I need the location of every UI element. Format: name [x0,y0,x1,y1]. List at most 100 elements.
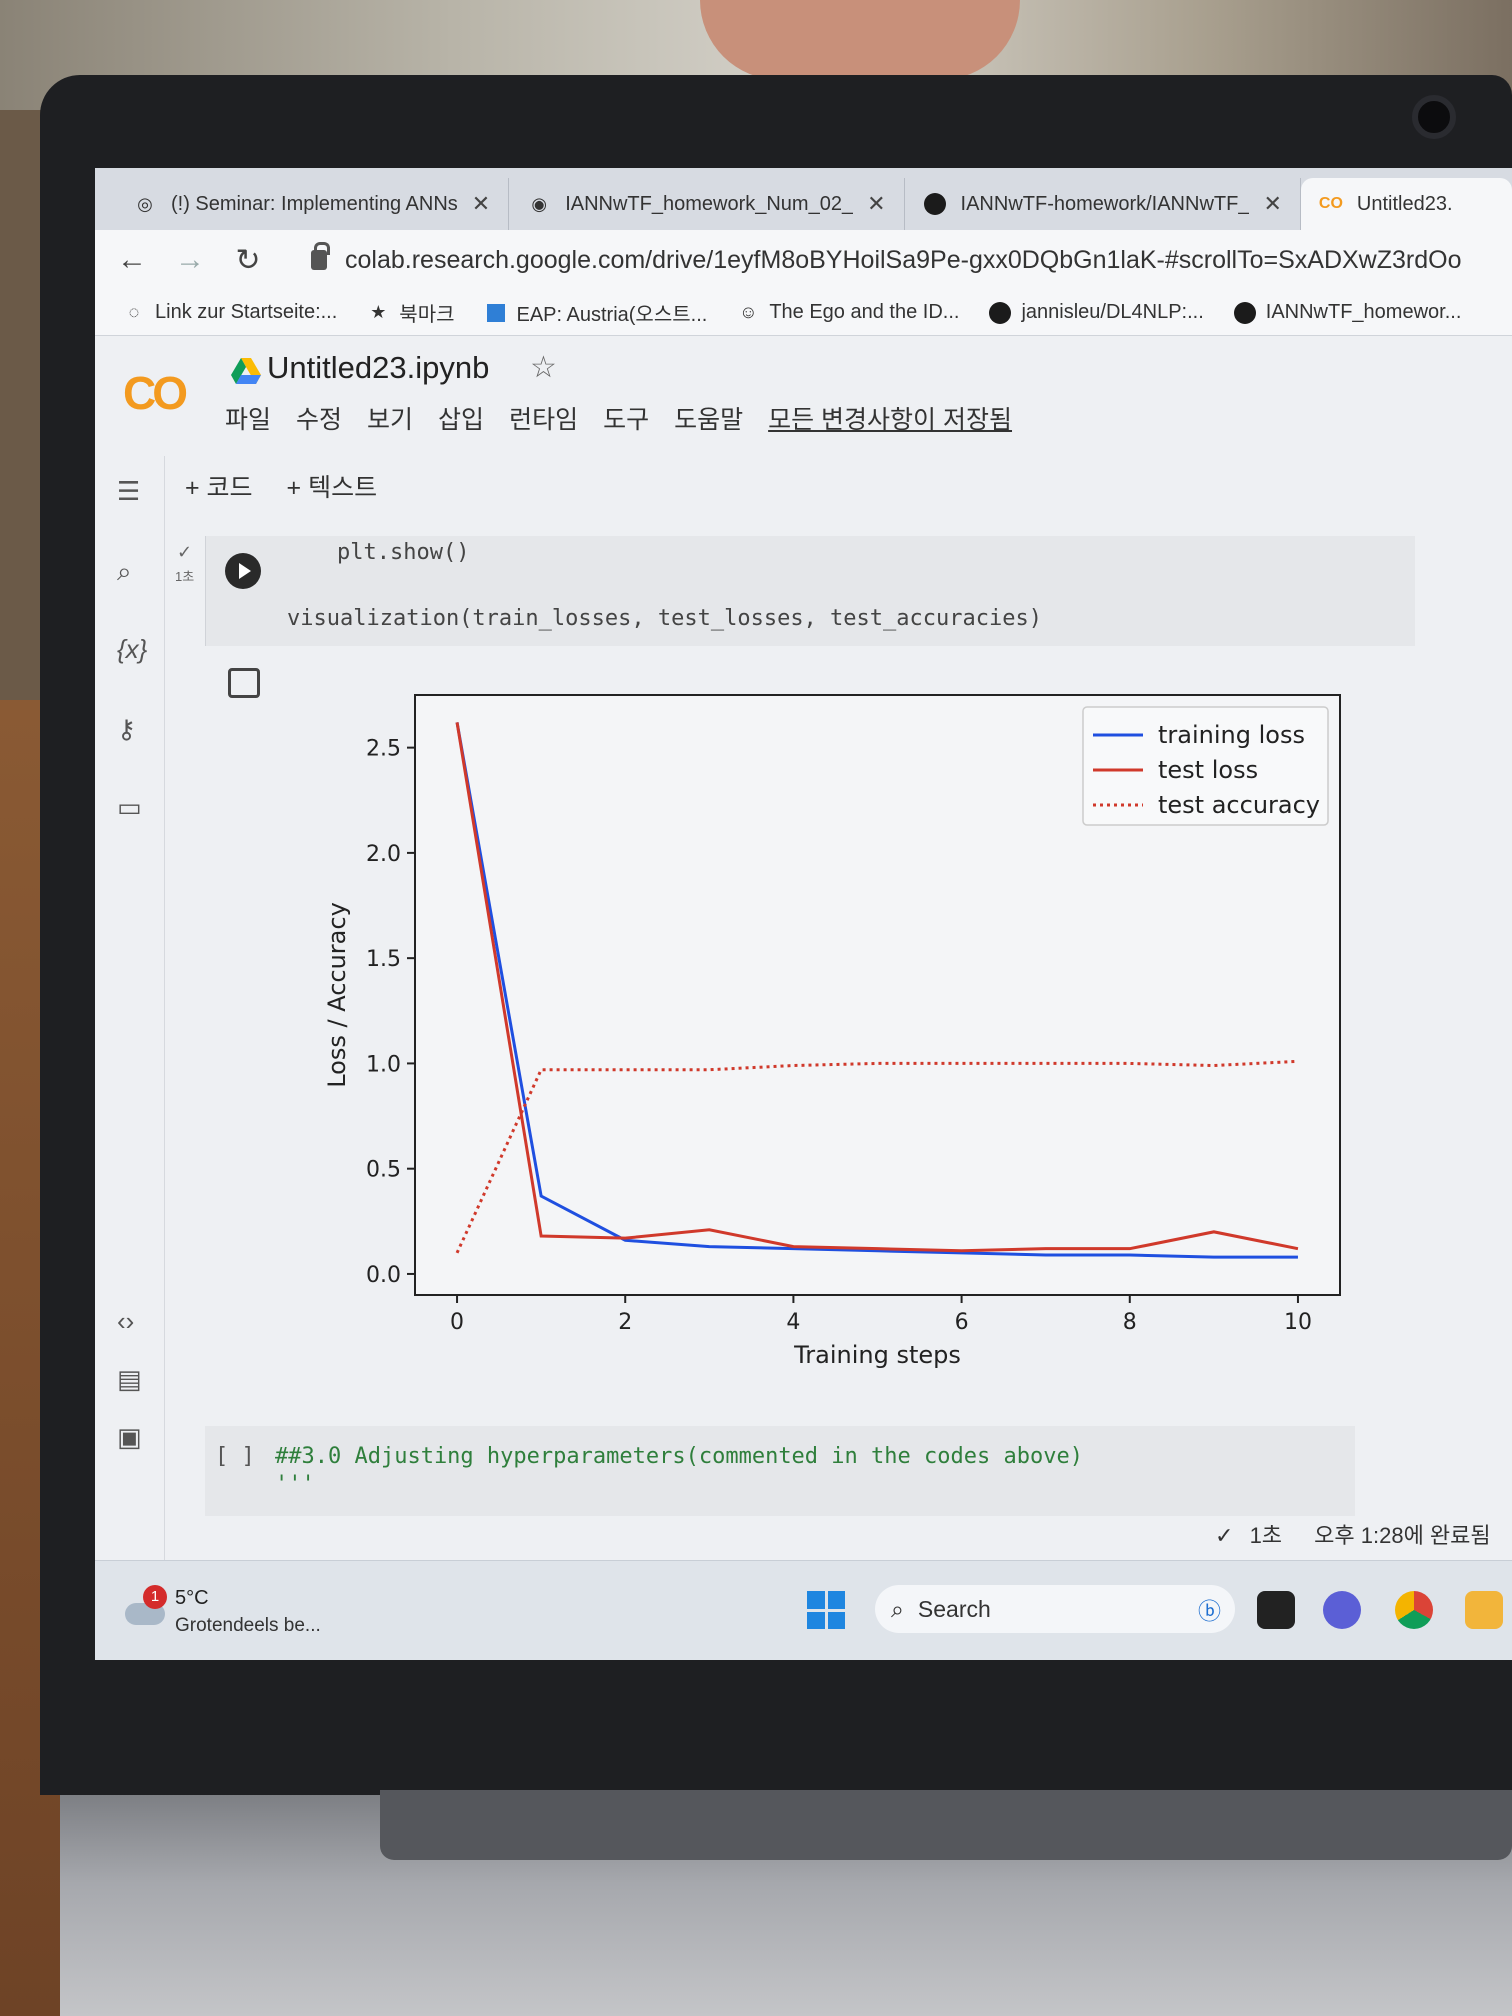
bing-icon[interactable]: ⓑ [1198,1598,1221,1624]
cell-text[interactable]: ##3.0 Adjusting hyperparameters(commente… [275,1444,1083,1469]
menu-file[interactable]: 파일 [225,406,272,434]
menu-runtime[interactable]: 런타임 [509,406,579,434]
tab-untitled23[interactable]: CO Untitled23. [1300,178,1512,230]
search-label: Search [917,1595,991,1622]
status-check-icon: ✓ [1215,1523,1234,1548]
left-sidebar: ☰ ⌕ {x} ⚷ ▭ ‹› ▤ ▣ [95,456,165,1586]
lock-icon[interactable] [311,242,330,270]
x-tick-label: 4 [786,1310,800,1335]
loss-accuracy-chart: 0 2 4 6 8 10 0.0 0.5 1.0 1.5 2.0 2.5 Training steps L… [305,673,1355,1393]
y-axis-label: Loss / Accuracy [323,902,351,1088]
y-tick-label: 0.0 [366,1263,401,1288]
code-cell[interactable] [205,536,1415,646]
x-tick-label: 8 [1123,1310,1137,1335]
tab-title: IANNwTF-homework/IANNwTF_ [960,192,1250,215]
webcam [1412,95,1456,139]
address-bar[interactable]: colab.research.google.com/drive/1eyfM8oB… [311,242,1462,275]
execution-status: ✓ 1초 오후 1:28에 완료됨 [1215,1518,1491,1550]
terminal-icon[interactable]: ▣ [117,1422,142,1452]
notebook-title[interactable]: Untitled23.ipynb [267,350,490,385]
add-code-cell-button[interactable]: + 코드 [185,474,253,502]
tab-strip: ◎ (!) Seminar: Implementing ANNs ✕ ◉ IAN… [95,168,1512,230]
forward-arrow-icon[interactable]: → [175,243,205,276]
github-icon [923,192,947,216]
page-icon: ◌ [128,302,140,322]
x-tick-label: 6 [955,1310,969,1335]
bookmark-label: 북마크 [399,304,455,326]
back-arrow-icon[interactable]: ← [117,243,147,276]
x-tick-label: 0 [450,1310,464,1335]
cell-text[interactable]: ''' [275,1472,315,1497]
github-icon [989,301,1012,324]
variables-icon[interactable]: {x} [117,634,148,664]
star-icon[interactable]: ☆ [530,351,557,384]
x-tick-label: 2 [618,1310,632,1335]
close-icon[interactable]: ✕ [471,191,491,216]
portrait-icon: ☺ [739,302,758,322]
markdown-cell[interactable]: [ ] ##3.0 Adjusting hyperparameters(comm… [205,1426,1355,1516]
tab-github-homework[interactable]: IANNwTF-homework/IANNwTF_ ✕ [905,178,1301,230]
star-icon: ★ [370,302,387,322]
folder-icon[interactable]: ▭ [117,792,142,822]
executed-check-icon: ✓ [177,542,193,562]
menu-edit[interactable]: 수정 [296,406,343,434]
add-text-cell-button[interactable]: + 텍스트 [286,474,378,502]
menu-tools[interactable]: 도구 [603,406,650,434]
laptop-hinge [380,1790,1512,1860]
code-snippets-icon[interactable]: ‹› [117,1306,135,1336]
tab-homework-num02[interactable]: ◉ IANNwTF_homework_Num_02_ ✕ [509,178,905,230]
save-status-link[interactable]: 모든 변경사항이 저장됨 [768,406,1013,434]
url-text: colab.research.google.com/drive/1eyfM8oB… [345,245,1462,274]
run-cell-button[interactable] [225,553,261,589]
menu-bar: 파일 수정 보기 삽입 런타임 도구 도움말 모든 변경사항이 저장됨 [225,400,1012,436]
y-tick-label: 2.5 [366,737,401,762]
code-line[interactable]: plt.show() [337,540,470,565]
bookmark-label: jannisleu/DL4NLP:... [1021,301,1204,323]
y-tick-label: 1.0 [366,1052,401,1077]
y-tick-label: 0.5 [366,1158,401,1183]
file-explorer-icon[interactable] [1465,1591,1503,1629]
execution-time: 1초 [175,569,195,584]
colab-icon: CO [1318,195,1343,212]
code-line[interactable]: visualization(train_losses, test_losses,… [287,606,1042,631]
globe-icon: ◉ [531,193,548,214]
bookmark-label: EAP: Austria(오스트... [516,304,708,326]
taskbar-search[interactable]: ⌕ Search ⓑ [875,1585,1235,1633]
table-of-contents-icon[interactable]: ☰ [117,476,141,506]
close-icon[interactable]: ✕ [1263,191,1282,216]
tab-title: Untitled23. [1356,192,1453,215]
search-icon: ⌕ [891,1595,904,1622]
bookmark-ego-id[interactable]: ☺ The Ego and the ID... [737,301,959,324]
teams-chat-icon[interactable] [1323,1591,1361,1629]
windows-start-icon[interactable] [807,1591,845,1629]
menu-view[interactable]: 보기 [367,406,414,434]
status-done: 오후 1:28에 완료됨 [1314,1523,1491,1548]
tab-seminar[interactable]: ◎ (!) Seminar: Implementing ANNs ✕ [115,178,510,230]
task-view-icon[interactable] [1257,1591,1295,1629]
bookmark-startseite[interactable]: ◌ Link zur Startseite:... [123,301,338,324]
legend-label: test loss [1158,756,1258,784]
legend-label: training loss [1158,721,1305,749]
tab-title: (!) Seminar: Implementing ANNs [171,192,458,215]
chrome-icon[interactable] [1395,1591,1433,1629]
reload-icon[interactable]: ↻ [235,243,261,277]
weather-widget[interactable]: 1 5°C Grotendeels be... [125,1579,345,1649]
search-icon[interactable]: ⌕ [117,556,132,586]
y-tick-label: 2.0 [366,842,401,867]
bookmark-iannwtf[interactable]: IANNwTF_homewor... [1233,301,1461,324]
output-menu-icon[interactable] [228,668,260,698]
menu-insert[interactable]: 삽입 [438,406,485,434]
google-drive-icon[interactable] [231,358,261,384]
menu-help[interactable]: 도움말 [674,406,744,434]
tab-title: IANNwTF_homework_Num_02_ [565,192,854,215]
bookmark-label: Link zur Startseite:... [155,301,338,323]
key-icon[interactable]: ⚷ [117,714,137,744]
colab-logo[interactable]: CO [123,367,188,419]
close-icon[interactable]: ✕ [867,191,886,216]
bookmark-eap-austria[interactable]: EAP: Austria(오스트... [485,298,708,327]
bookmark-dl4nlp[interactable]: jannisleu/DL4NLP:... [989,301,1204,324]
bookmark-bookmarks[interactable]: ★ 북마크 [367,298,454,327]
bookmarks-bar: ◌ Link zur Startseite:... ★ 북마크 EAP: Aus… [95,290,1512,336]
square-icon [485,302,507,324]
command-palette-icon[interactable]: ▤ [117,1364,142,1394]
